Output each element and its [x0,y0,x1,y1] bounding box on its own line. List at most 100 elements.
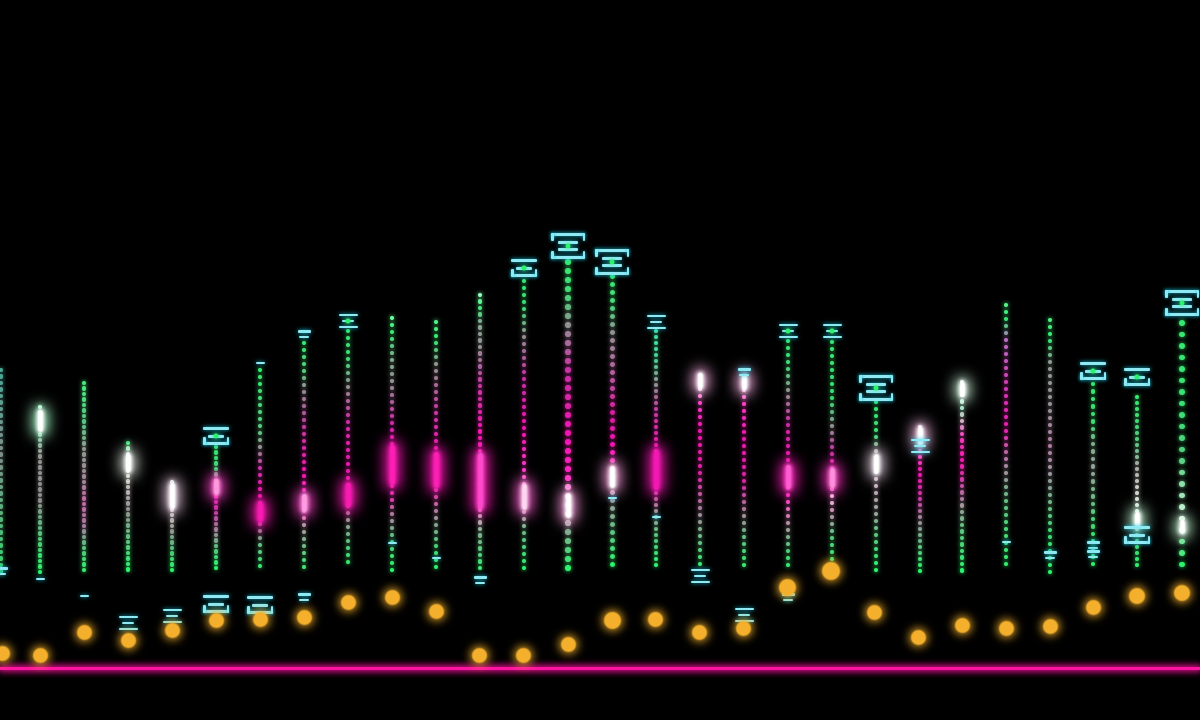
marker-bar [693,574,707,578]
particle-dot [81,485,87,490]
marker-bar [910,438,930,442]
particle-dot [829,458,835,464]
particle-dot [1134,478,1140,484]
particle-dot [37,520,43,525]
particle-dot [873,567,879,573]
peak-marker-icon [1086,541,1100,549]
particle-dot [213,455,219,461]
particle-dot [301,543,307,549]
particle-dot [1090,449,1096,454]
particle-dot [477,403,483,408]
particle-dot [213,554,219,560]
particle-dot [0,536,4,542]
marker-bar [118,615,138,619]
particle-dot [917,538,923,544]
particle-dot [609,377,615,383]
particle-dot [81,490,87,496]
ground-dot [1129,588,1145,604]
particle-dot [697,407,703,413]
peak-marker-icon [473,576,487,584]
peak-marker-icon [431,556,441,560]
particle-dot [81,474,87,479]
particle-dot [125,495,131,501]
marker-bar [203,610,229,613]
particle-dot [873,539,879,545]
particle-dot [521,376,527,382]
particle-dot [697,470,703,476]
particle-dot [1003,526,1009,532]
particle-dot [257,458,263,464]
particle-dot [389,490,395,496]
marker-bar [607,496,617,500]
particle-dot [1090,524,1096,529]
particle-dot [609,417,615,423]
column-flare-glow [741,374,747,390]
particle-dot [389,350,395,356]
particle-dot [521,551,527,557]
particle-dot [1134,418,1140,424]
particle-dot [477,299,483,304]
ground-dot [296,609,312,625]
marker-bar [859,375,893,379]
particle-dot [1134,430,1140,436]
particle-dot [301,466,307,472]
particle-dot [1003,386,1009,392]
particle-dot [697,400,703,406]
particle-dot [565,277,571,283]
particle-dot [1003,505,1009,511]
particle-dot [959,522,965,528]
particle-dot [125,545,131,550]
marker-bar [1124,526,1150,529]
particle-dot [389,357,395,363]
particle-dot [433,543,439,549]
particle-dot [213,450,219,455]
particle-dot [125,440,131,446]
marker-bracket-tick [534,269,537,277]
marker-bar [1088,555,1098,558]
particle-dot [1003,449,1009,455]
particle-dot [345,552,351,558]
particle-dot [741,478,747,484]
peak-marker-icon [690,568,710,584]
particle-dot [477,325,483,330]
particle-dot [609,497,615,503]
particle-dot [389,504,395,510]
particle-dot [873,476,879,482]
peak-marker-icon [0,567,8,575]
particle-dot [521,320,527,326]
particle-dot [125,506,131,512]
particle-dot [433,424,439,430]
particle-dot [477,409,483,415]
peak-marker-icon [118,615,138,631]
particle-dot [521,313,527,319]
particle-dot [0,484,4,490]
particle-dot [609,361,615,367]
particle-dot [345,454,351,460]
marker-bracket-tick [551,233,554,242]
particle-dot [829,416,835,422]
marker-center-dot [785,328,791,334]
particle-dot [1047,394,1053,400]
particle-dot [697,449,703,455]
particle-dot [37,476,43,481]
particle-dot [565,421,571,427]
particle-dot [565,313,571,319]
particle-dot [0,400,4,405]
particle-dot [345,545,351,551]
particle-dot [301,459,307,465]
particle-dot [433,410,439,416]
particle-dot [1003,491,1009,497]
particle-dot [785,443,791,449]
particle-dot [959,503,965,508]
particle-dot [125,484,131,490]
marker-bar [118,627,138,631]
particle-dot [301,340,307,346]
particle-dot [609,329,615,335]
particle-dot [1047,373,1053,379]
particle-dot [785,338,791,344]
particle-dot [0,562,4,568]
peak-marker-icon [162,608,182,624]
particle-dot [257,430,263,436]
particle-dot [1003,358,1009,364]
particle-dot [169,529,175,534]
